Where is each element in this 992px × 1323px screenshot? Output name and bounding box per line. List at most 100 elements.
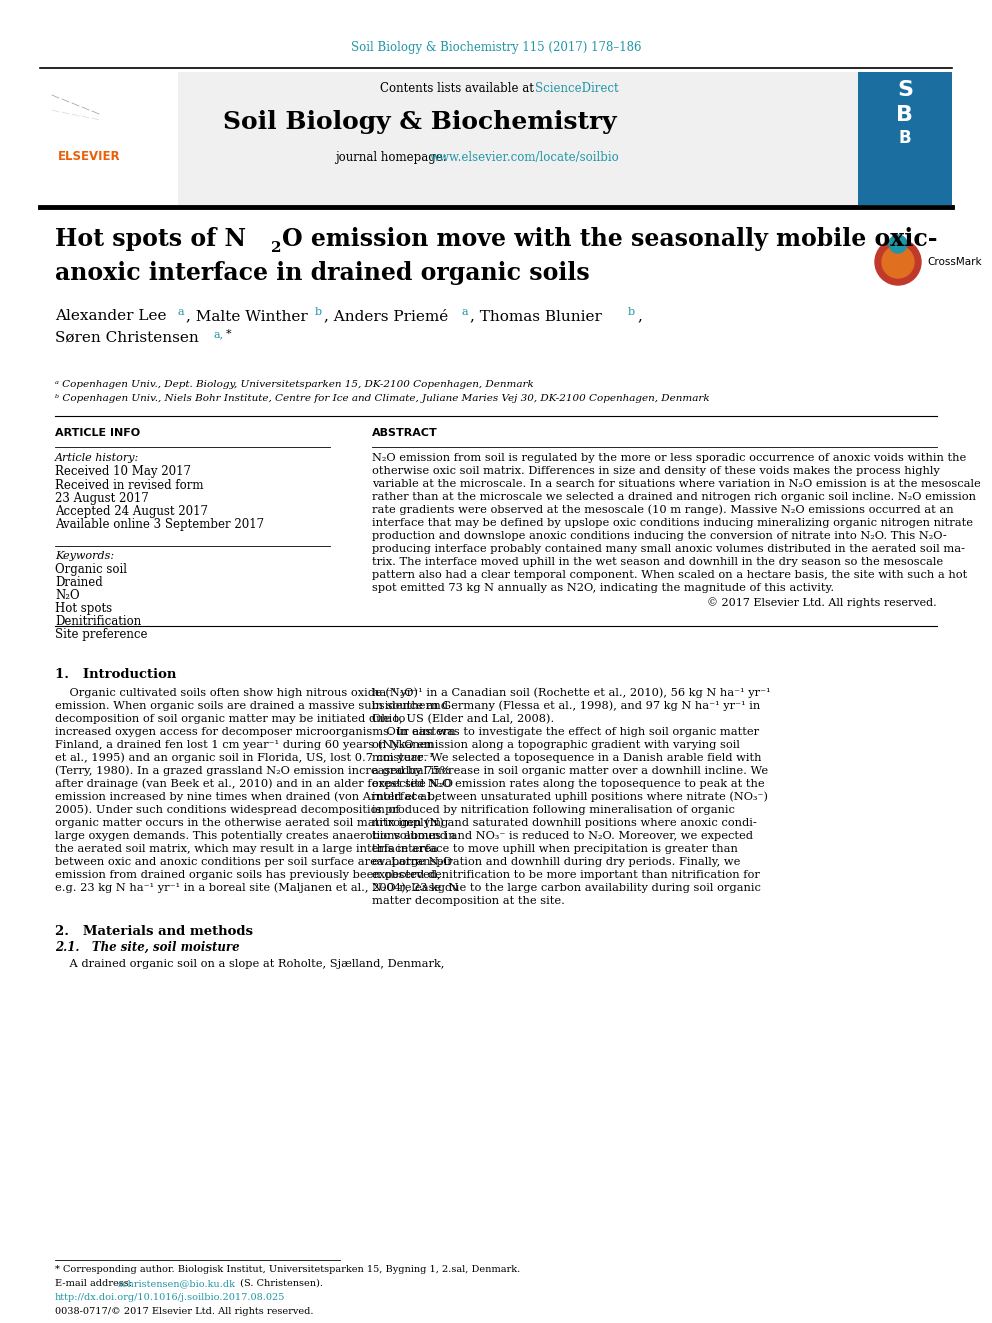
Text: © 2017 Elsevier Ltd. All rights reserved.: © 2017 Elsevier Ltd. All rights reserved… <box>707 597 937 609</box>
Text: Available online 3 September 2017: Available online 3 September 2017 <box>55 519 264 531</box>
Text: Hot spots: Hot spots <box>55 602 112 615</box>
Text: in southern Germany (Flessa et al., 1998), and 97 kg N ha⁻¹ yr⁻¹ in: in southern Germany (Flessa et al., 1998… <box>372 700 760 710</box>
Text: otherwise oxic soil matrix. Differences in size and density of these voids makes: otherwise oxic soil matrix. Differences … <box>372 466 939 476</box>
Text: increased oxygen access for decomposer microorganisms. In eastern: increased oxygen access for decomposer m… <box>55 728 455 737</box>
Bar <box>40 71 178 205</box>
Text: between oxic and anoxic conditions per soil surface area. Large N₂O: between oxic and anoxic conditions per s… <box>55 857 452 867</box>
Text: Site preference: Site preference <box>55 628 148 642</box>
Text: Hot spots of N: Hot spots of N <box>55 228 246 251</box>
Text: producing interface probably contained many small anoxic volumes distributed in : producing interface probably contained m… <box>372 544 965 554</box>
Text: ᵃ Copenhagen Univ., Dept. Biology, Universitetsparken 15, DK-2100 Copenhagen, De: ᵃ Copenhagen Univ., Dept. Biology, Unive… <box>55 380 534 389</box>
Text: moisture. We selected a toposequence in a Danish arable field with: moisture. We selected a toposequence in … <box>372 753 762 763</box>
Text: after drainage (van Beek et al., 2010) and in an alder forest site N₂O: after drainage (van Beek et al., 2010) a… <box>55 778 453 789</box>
Text: 2005). Under such conditions widespread decomposition of: 2005). Under such conditions widespread … <box>55 804 400 815</box>
Text: a gradual increase in soil organic matter over a downhill incline. We: a gradual increase in soil organic matte… <box>372 766 768 777</box>
Text: ,: , <box>637 310 642 323</box>
Text: ha⁻¹ yr⁻¹ in a Canadian soil (Rochette et al., 2010), 56 kg N ha⁻¹ yr⁻¹: ha⁻¹ yr⁻¹ in a Canadian soil (Rochette e… <box>372 688 771 699</box>
Text: the aerated soil matrix, which may result in a large interface area: the aerated soil matrix, which may resul… <box>55 844 437 855</box>
Text: expected N₂O emission rates along the toposequence to peak at the: expected N₂O emission rates along the to… <box>372 779 765 789</box>
Text: 2.   Materials and methods: 2. Materials and methods <box>55 925 253 938</box>
Text: tions abound and NO₃⁻ is reduced to N₂O. Moreover, we expected: tions abound and NO₃⁻ is reduced to N₂O.… <box>372 831 753 841</box>
Text: ScienceDirect: ScienceDirect <box>535 82 619 95</box>
Text: Soil Biology & Biochemistry: Soil Biology & Biochemistry <box>223 110 617 134</box>
Text: Søren Christensen: Søren Christensen <box>55 331 203 345</box>
Text: Soil Biology & Biochemistry 115 (2017) 178–186: Soil Biology & Biochemistry 115 (2017) 1… <box>351 41 641 54</box>
Text: interface between unsaturated uphill positions where nitrate (NO₃⁻): interface between unsaturated uphill pos… <box>372 791 768 802</box>
Text: emission. When organic soils are drained a massive subsidence and: emission. When organic soils are drained… <box>55 701 448 710</box>
Text: organic matter occurs in the otherwise aerated soil matrix implying: organic matter occurs in the otherwise a… <box>55 818 448 828</box>
Text: evapotranspiration and downhill during dry periods. Finally, we: evapotranspiration and downhill during d… <box>372 857 740 867</box>
Text: a: a <box>177 307 184 318</box>
Text: ARTICLE INFO: ARTICLE INFO <box>55 429 140 438</box>
Text: b: b <box>628 307 635 318</box>
Text: a: a <box>461 307 467 318</box>
Text: expected denitrification to be more important than nitrification for: expected denitrification to be more impo… <box>372 871 760 880</box>
Text: Organic soil: Organic soil <box>55 564 127 576</box>
Text: rate gradients were observed at the mesoscale (10 m range). Massive N₂O emission: rate gradients were observed at the meso… <box>372 504 953 515</box>
Text: on N₂O emission along a topographic gradient with varying soil: on N₂O emission along a topographic grad… <box>372 740 740 750</box>
Circle shape <box>882 246 914 278</box>
Text: (S. Christensen).: (S. Christensen). <box>237 1279 323 1289</box>
Text: , Thomas Blunier: , Thomas Blunier <box>470 310 607 323</box>
Text: large oxygen demands. This potentially creates anaerobic volumes in: large oxygen demands. This potentially c… <box>55 831 455 841</box>
Text: is produced by nitrification following mineralisation of organic: is produced by nitrification following m… <box>372 804 735 815</box>
Text: interface that may be defined by upslope oxic conditions inducing mineralizing o: interface that may be defined by upslope… <box>372 519 973 528</box>
Text: , Anders Priemé: , Anders Priemé <box>324 310 453 323</box>
Text: N₂O: N₂O <box>55 589 79 602</box>
Text: et al., 1995) and an organic soil in Florida, US, lost 0.7 cm year⁻¹: et al., 1995) and an organic soil in Flo… <box>55 753 434 763</box>
Text: B: B <box>899 130 912 147</box>
Text: this interface to move uphill when precipitation is greater than: this interface to move uphill when preci… <box>372 844 738 855</box>
Text: (Terry, 1980). In a grazed grassland N₂O emission increased by 75%: (Terry, 1980). In a grazed grassland N₂O… <box>55 766 450 777</box>
Text: N₂O release due to the large carbon availability during soil organic: N₂O release due to the large carbon avai… <box>372 882 761 893</box>
Text: Our aim was to investigate the effect of high soil organic matter: Our aim was to investigate the effect of… <box>372 728 759 737</box>
Text: production and downslope anoxic conditions inducing the conversion of nitrate in: production and downslope anoxic conditio… <box>372 531 946 541</box>
Text: 1.   Introduction: 1. Introduction <box>55 668 177 681</box>
Text: emission increased by nine times when drained (von Arnold et al.,: emission increased by nine times when dr… <box>55 791 437 802</box>
Text: S: S <box>897 79 913 101</box>
Text: trix. The interface moved uphill in the wet season and downhill in the dry seaso: trix. The interface moved uphill in the … <box>372 557 943 568</box>
Text: Received in revised form: Received in revised form <box>55 479 203 492</box>
Text: ELSEVIER: ELSEVIER <box>58 151 121 164</box>
Text: matter decomposition at the site.: matter decomposition at the site. <box>372 896 564 906</box>
Text: b: b <box>315 307 322 318</box>
Text: journal homepage:: journal homepage: <box>335 151 450 164</box>
Text: nitrogen (N) and saturated downhill positions where anoxic condi-: nitrogen (N) and saturated downhill posi… <box>372 818 757 828</box>
Text: www.elsevier.com/locate/soilbio: www.elsevier.com/locate/soilbio <box>430 151 620 164</box>
Text: decomposition of soil organic matter may be initiated due to: decomposition of soil organic matter may… <box>55 714 406 724</box>
Text: anoxic interface in drained organic soils: anoxic interface in drained organic soil… <box>55 261 590 284</box>
Text: CrossMark: CrossMark <box>927 257 982 267</box>
Text: Drained: Drained <box>55 576 103 589</box>
Text: Alexander Lee: Alexander Lee <box>55 310 172 323</box>
Text: 2.1.   The site, soil moisture: 2.1. The site, soil moisture <box>55 941 240 954</box>
Text: spot emitted 73 kg N annually as N2O, indicating the magnitude of this activity.: spot emitted 73 kg N annually as N2O, in… <box>372 583 834 593</box>
Text: B: B <box>897 105 914 124</box>
Text: e.g. 23 kg N ha⁻¹ yr⁻¹ in a boreal site (Maljanen et al., 2004), 23 kg N: e.g. 23 kg N ha⁻¹ yr⁻¹ in a boreal site … <box>55 882 458 893</box>
Text: emission from drained organic soils has previously been observed,: emission from drained organic soils has … <box>55 871 440 880</box>
Text: ᵇ Copenhagen Univ., Niels Bohr Institute, Centre for Ice and Climate, Juliane Ma: ᵇ Copenhagen Univ., Niels Bohr Institute… <box>55 394 709 404</box>
Text: *: * <box>226 329 231 339</box>
Text: Received 10 May 2017: Received 10 May 2017 <box>55 464 191 478</box>
Text: A drained organic soil on a slope at Roholte, Sjælland, Denmark,: A drained organic soil on a slope at Roh… <box>55 959 444 968</box>
Text: http://dx.doi.org/10.1016/j.soilbio.2017.08.025: http://dx.doi.org/10.1016/j.soilbio.2017… <box>55 1293 286 1302</box>
Text: O emission move with the seasonally mobile oxic-: O emission move with the seasonally mobi… <box>282 228 937 251</box>
Text: Keywords:: Keywords: <box>55 550 114 561</box>
Text: ABSTRACT: ABSTRACT <box>372 429 437 438</box>
Text: Contents lists available at: Contents lists available at <box>380 82 538 95</box>
Text: , Malte Winther: , Malte Winther <box>186 310 312 323</box>
Text: Finland, a drained fen lost 1 cm year⁻¹ during 60 years (Nykanen: Finland, a drained fen lost 1 cm year⁻¹ … <box>55 740 434 750</box>
Text: 2: 2 <box>271 241 282 255</box>
Bar <box>40 71 952 205</box>
Text: * Corresponding author. Biologisk Institut, Universitetsparken 15, Bygning 1, 2.: * Corresponding author. Biologisk Instit… <box>55 1265 520 1274</box>
Text: pattern also had a clear temporal component. When scaled on a hectare basis, the: pattern also had a clear temporal compon… <box>372 570 967 579</box>
Text: Accepted 24 August 2017: Accepted 24 August 2017 <box>55 505 208 519</box>
Bar <box>858 71 952 205</box>
Text: a,: a, <box>213 329 223 339</box>
Text: N₂O emission from soil is regulated by the more or less sporadic occurrence of a: N₂O emission from soil is regulated by t… <box>372 452 966 463</box>
Text: E-mail address:: E-mail address: <box>55 1279 135 1289</box>
Text: Ohio, US (Elder and Lal, 2008).: Ohio, US (Elder and Lal, 2008). <box>372 713 555 724</box>
Text: Denitrification: Denitrification <box>55 615 141 628</box>
Text: rather than at the microscale we selected a drained and nitrogen rich organic so: rather than at the microscale we selecte… <box>372 492 976 501</box>
Text: Organic cultivated soils often show high nitrous oxide (N₂O): Organic cultivated soils often show high… <box>55 688 418 699</box>
Text: 0038-0717/© 2017 Elsevier Ltd. All rights reserved.: 0038-0717/© 2017 Elsevier Ltd. All right… <box>55 1307 313 1316</box>
Circle shape <box>875 239 921 284</box>
